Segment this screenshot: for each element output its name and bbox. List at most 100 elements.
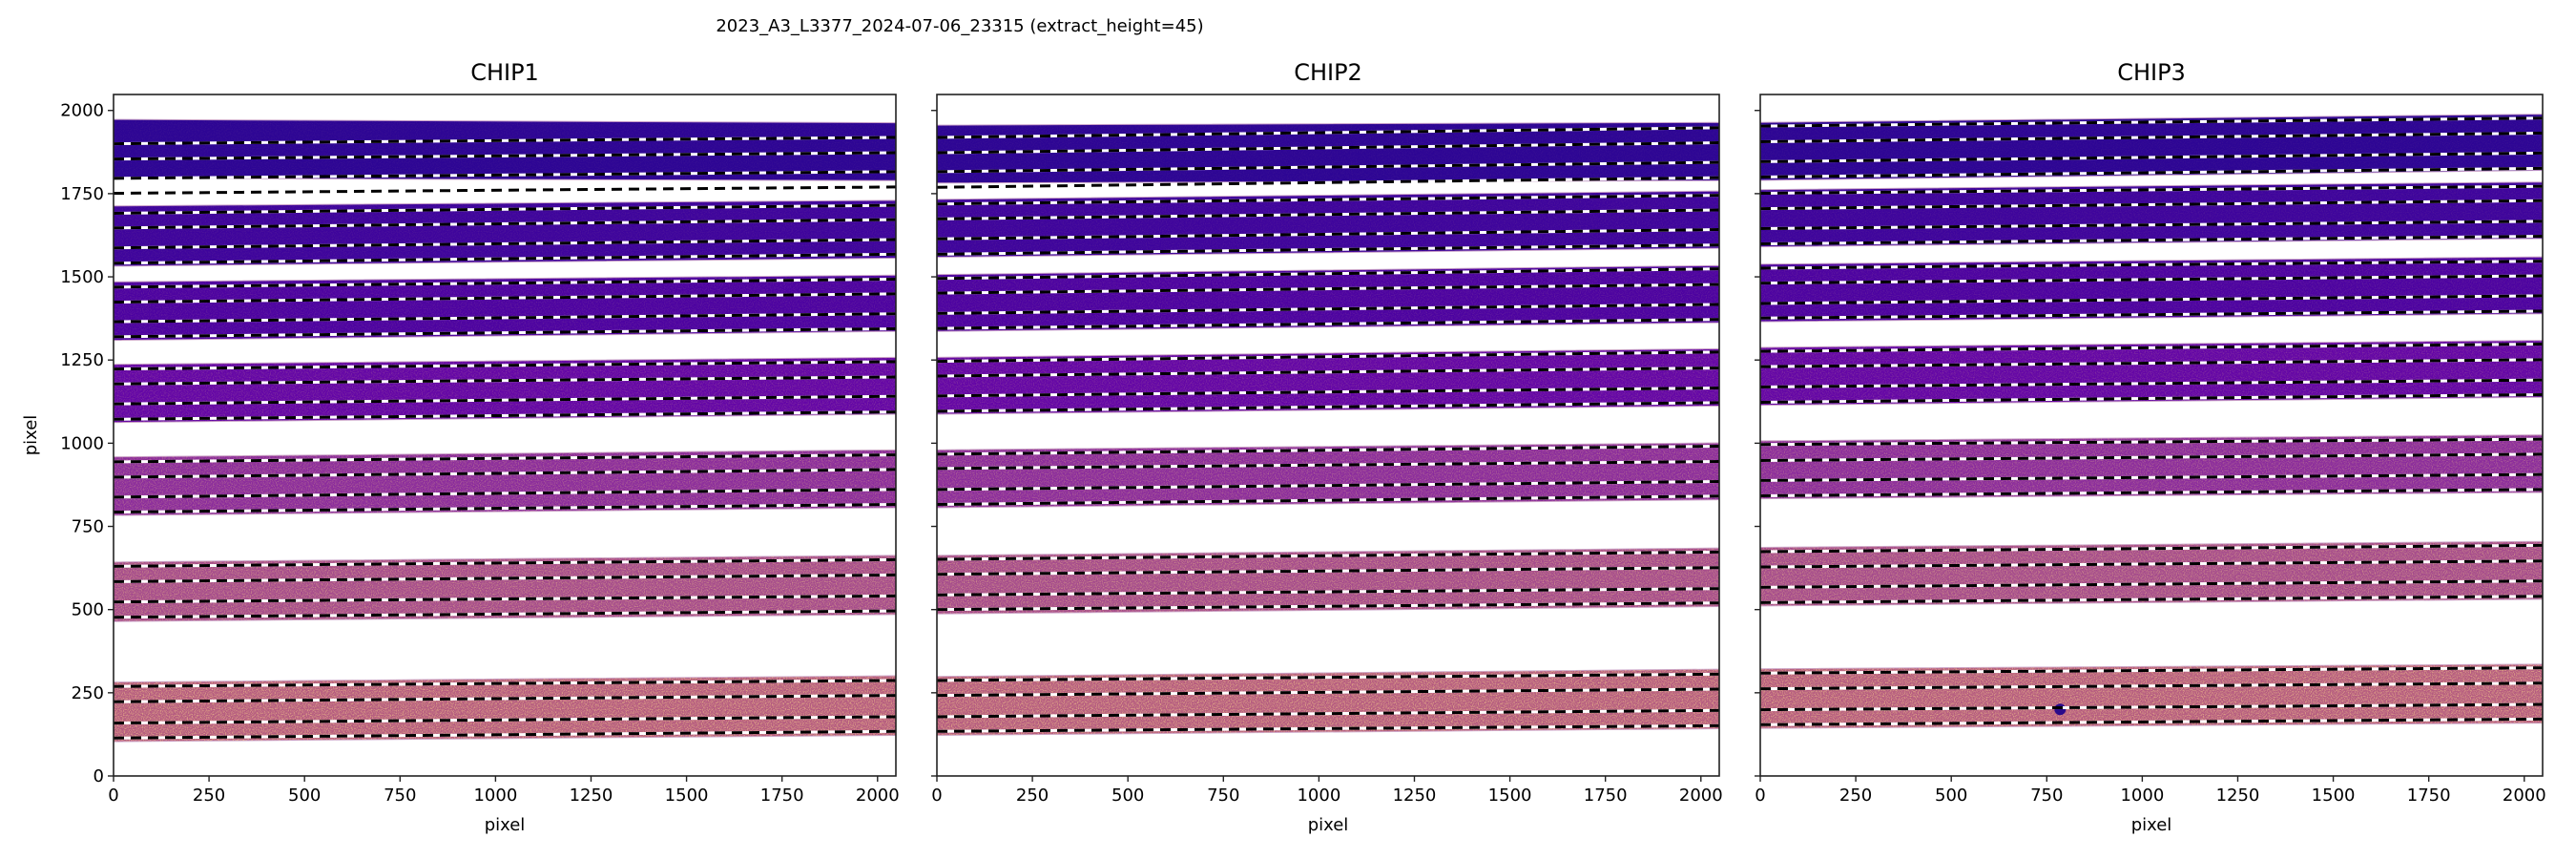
trace-line [937, 460, 1719, 471]
x-tick-label: 1500 [2312, 786, 2356, 806]
x-tick-label: 1500 [1488, 786, 1532, 806]
bad-pixel-marker [2054, 703, 2067, 716]
x-tick-label: 500 [288, 786, 321, 806]
order-band-noise [937, 669, 1719, 736]
x-axis-label: pixel [485, 815, 526, 835]
trace-line-base [114, 185, 896, 196]
trace-line [114, 594, 896, 604]
x-tick-label: 750 [2030, 786, 2063, 806]
x-tick-label: 1750 [1584, 786, 1628, 806]
trace-line [937, 228, 1719, 241]
trace-line [1760, 260, 2543, 270]
trace-line [1760, 702, 2543, 712]
y-tick-label: 250 [72, 683, 104, 703]
order-band-noise [114, 450, 896, 516]
trace-line [937, 708, 1719, 719]
trace-line [114, 488, 896, 499]
trace-line [937, 445, 1719, 456]
order-band-noise [1760, 114, 2543, 180]
y-tick-label: 1000 [60, 433, 104, 453]
x-axis-label: pixel [2131, 815, 2172, 835]
panel-chip2: 0 250 500 750 1000 1250 1500 1750 2000 CHIP2 pixel [931, 59, 1723, 835]
x-tick-label: 250 [193, 786, 225, 806]
order-band-noise [114, 199, 896, 266]
trace-line [114, 410, 896, 421]
trace-line [114, 326, 896, 339]
order-band-noise [937, 548, 1719, 615]
x-tick-label: 1000 [1297, 786, 1340, 806]
trace-line [1760, 235, 2543, 246]
trace-line [114, 151, 896, 161]
trace-line [937, 672, 1719, 682]
trace-line [1760, 131, 2543, 144]
trace-line [937, 176, 1719, 189]
trace-line [937, 566, 1719, 576]
axes-frame [1759, 94, 2544, 777]
trace-line [1760, 342, 2543, 353]
x-tick-label: 1250 [2216, 786, 2260, 806]
trace-line [114, 218, 896, 230]
trace-line [1760, 392, 2543, 404]
trace-line [114, 679, 896, 688]
trace-line [937, 494, 1719, 507]
x-tick-label: 1500 [665, 786, 709, 806]
order-band-noise [937, 122, 1719, 183]
trace-line [937, 479, 1719, 492]
trace-line [937, 194, 1719, 206]
trace-line [1760, 220, 2543, 230]
y-tick-label: 2000 [60, 101, 104, 121]
figure-title: 2023_A3_L3377_2024-07-06_23315 (extract_… [716, 16, 1203, 36]
y-tick-label: 0 [93, 766, 104, 786]
trace-line [937, 350, 1719, 364]
trace-line [937, 126, 1719, 139]
trace-line [1760, 437, 2543, 447]
trace-line [1760, 166, 2543, 178]
order-band-noise [114, 555, 896, 622]
trace-line [937, 318, 1719, 330]
order-band-noise [1760, 340, 2543, 406]
panel-title: CHIP3 [2117, 59, 2186, 86]
image-area [1760, 114, 2543, 729]
x-tick-label: 750 [1207, 786, 1239, 806]
trace-line [937, 267, 1719, 281]
panel-chip3: 0 250 500 750 1000 1250 1500 1750 2000 CHIP3 pixel [1755, 59, 2546, 835]
trace-line [1760, 274, 2543, 285]
trace-line [114, 252, 896, 265]
x-tick-label: 2000 [2503, 786, 2546, 806]
trace-line [937, 587, 1719, 597]
trace-line [1760, 116, 2543, 128]
panel-chip1: 0 250 500 750 1000 1250 1500 1750 2000 0 250 500 750… [21, 59, 900, 835]
trace-line [114, 238, 896, 250]
x-tick-label: 1000 [2120, 786, 2164, 806]
y-tick-label: 1750 [60, 184, 104, 204]
order-band-noise [114, 119, 896, 181]
trace-line [1760, 309, 2543, 320]
trace-line [937, 141, 1719, 155]
trace-line [1760, 184, 2543, 196]
x-tick-label: 0 [108, 786, 118, 806]
trace-line [114, 694, 896, 703]
trace-line [114, 185, 896, 196]
panel-title: CHIP2 [1294, 59, 1362, 86]
trace-line [114, 136, 896, 146]
x-tick-label: 500 [1935, 786, 1967, 806]
trace-line [937, 160, 1719, 174]
y-tick-label: 750 [72, 517, 104, 537]
order-band-noise [1760, 663, 2543, 729]
order-band-noise [937, 191, 1719, 258]
x-tick-label: 250 [1839, 786, 1872, 806]
trace-line [114, 277, 896, 289]
trace-line [937, 367, 1719, 378]
trace-line [1760, 579, 2543, 589]
trace-line [114, 360, 896, 371]
trace-line [114, 312, 896, 324]
trace-line [1760, 543, 2543, 554]
trace-line [114, 292, 896, 304]
trace-line [114, 573, 896, 583]
trace-line [937, 208, 1719, 220]
trace-line [1760, 595, 2543, 604]
trace-line [1760, 294, 2543, 305]
trace-line [114, 609, 896, 619]
x-tick-label: 250 [1016, 786, 1049, 806]
image-area [114, 118, 896, 743]
